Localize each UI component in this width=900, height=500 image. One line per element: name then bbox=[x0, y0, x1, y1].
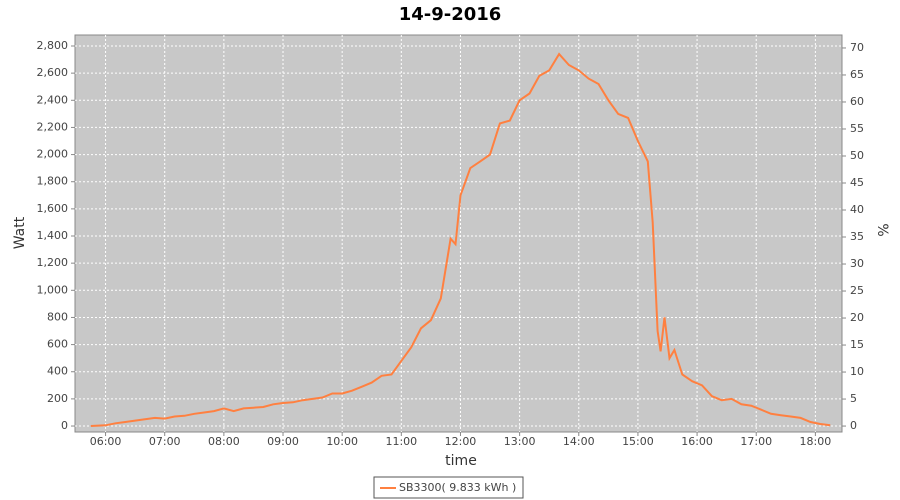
x-tick-label: 07:00 bbox=[149, 435, 181, 448]
y2-tick-label: 30 bbox=[850, 257, 864, 270]
x-tick-label: 06:00 bbox=[90, 435, 122, 448]
y-tick-label: 2,200 bbox=[37, 120, 69, 133]
y-tick-label: 1,600 bbox=[37, 202, 69, 215]
x-tick-label: 13:00 bbox=[504, 435, 536, 448]
legend-label: SB3300( 9.833 kWh ) bbox=[399, 481, 516, 494]
y-tick-label: 2,600 bbox=[37, 66, 69, 79]
y2-tick-label: 65 bbox=[850, 68, 864, 81]
y2-tick-label: 0 bbox=[850, 419, 857, 432]
x-tick-label: 09:00 bbox=[267, 435, 299, 448]
y2-tick-label: 5 bbox=[850, 392, 857, 405]
data-line bbox=[90, 52, 831, 427]
x-tick-label: 11:00 bbox=[385, 435, 417, 448]
x-axis-label: time bbox=[445, 453, 477, 469]
y2-tick-label: 60 bbox=[850, 95, 864, 108]
y2-tick-label: 70 bbox=[850, 41, 864, 54]
y-tick-label: 200 bbox=[47, 392, 68, 405]
y2-tick-label: 20 bbox=[850, 311, 864, 324]
y2-tick-label: 45 bbox=[850, 176, 864, 189]
y-tick-label: 600 bbox=[47, 338, 68, 351]
y-tick-label: 800 bbox=[47, 310, 68, 323]
plot-area bbox=[74, 34, 843, 433]
y-tick-label: 1,200 bbox=[37, 256, 69, 269]
y2-axis-label: % bbox=[874, 223, 890, 236]
y2-tick-label: 25 bbox=[850, 284, 864, 297]
y2-tick-label: 10 bbox=[850, 365, 864, 378]
x-tick-label: 17:00 bbox=[740, 435, 772, 448]
y-tick-label: 1,800 bbox=[37, 175, 69, 188]
x-tick-label: 10:00 bbox=[326, 435, 358, 448]
y-tick-label: 400 bbox=[47, 365, 68, 378]
x-tick-label: 18:00 bbox=[800, 435, 832, 448]
y2-tick-label: 35 bbox=[850, 230, 864, 243]
y-axis-label: Watt bbox=[12, 216, 28, 249]
y-tick-label: 2,800 bbox=[37, 39, 69, 52]
y2-tick-label: 40 bbox=[850, 203, 864, 216]
y-tick-label: 0 bbox=[61, 419, 68, 432]
y-tick-label: 2,400 bbox=[37, 93, 69, 106]
y-tick-label: 2,000 bbox=[37, 148, 69, 161]
x-tick-label: 14:00 bbox=[563, 435, 595, 448]
x-tick-label: 12:00 bbox=[445, 435, 477, 448]
x-tick-label: 08:00 bbox=[208, 435, 240, 448]
x-tick-label: 15:00 bbox=[622, 435, 654, 448]
y-tick-label: 1,400 bbox=[37, 229, 69, 242]
y2-tick-label: 15 bbox=[850, 338, 864, 351]
y2-tick-label: 50 bbox=[850, 149, 864, 162]
legend bbox=[373, 476, 524, 499]
chart-title: 14-9-2016 bbox=[399, 4, 502, 25]
x-tick-label: 16:00 bbox=[681, 435, 713, 448]
y-tick-label: 1,000 bbox=[37, 283, 69, 296]
y2-tick-label: 55 bbox=[850, 122, 864, 135]
